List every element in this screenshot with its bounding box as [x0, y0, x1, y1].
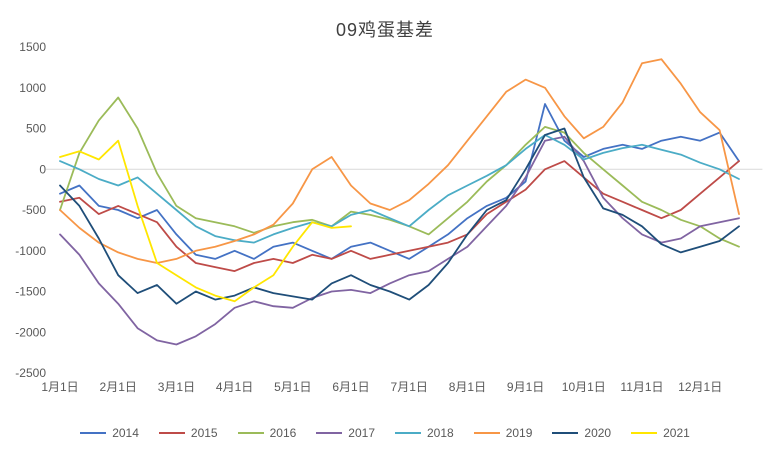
legend-label: 2015 [190, 426, 218, 440]
legend: 2014 2015 2016 2017 2018 2019 2020 2021 [0, 426, 770, 440]
y-tick-label: 500 [26, 122, 46, 136]
y-tick-label: -2000 [15, 325, 46, 339]
y-tick-label: -500 [22, 203, 46, 217]
legend-line-swatch [473, 432, 500, 434]
series-line-2018 [59, 134, 740, 244]
legend-item-2018: 2018 [395, 426, 454, 440]
y-tick-label: 0 [39, 162, 46, 176]
series-line-2021 [59, 139, 352, 303]
y-tick-label: -1000 [15, 244, 46, 258]
legend-line-swatch [395, 432, 421, 434]
x-tick-label: 9月1日 [507, 380, 544, 394]
legend-label: 2020 [584, 426, 612, 440]
y-tick-label: -2500 [15, 366, 46, 380]
legend-item-2019: 2019 [473, 426, 533, 440]
legend-line-swatch [158, 432, 185, 434]
x-tick-label: 8月1日 [449, 380, 486, 394]
x-tick-label: 7月1日 [391, 380, 428, 394]
series-line-2015 [59, 160, 740, 273]
x-tick-label: 1月1日 [41, 380, 78, 394]
chart-title: 09鸡蛋基差 [335, 20, 435, 40]
legend-item-2021: 2021 [631, 426, 690, 440]
legend-label: 2014 [112, 426, 139, 440]
series-line-2017 [59, 135, 740, 346]
series-line-2019 [59, 58, 740, 264]
legend-line-swatch [80, 432, 107, 434]
x-tick-label: 6月1日 [332, 380, 369, 394]
series-line-2020 [59, 127, 740, 305]
y-tick-label: -1500 [15, 285, 46, 299]
y-tick-label: 1500 [19, 40, 46, 54]
legend-label: 2017 [348, 426, 375, 440]
legend-item-2014: 2014 [80, 426, 139, 440]
legend-line-swatch [552, 432, 579, 434]
y-tick-label: 1000 [19, 81, 46, 95]
legend-item-2020: 2020 [552, 426, 611, 440]
x-tick-label: 4月1日 [216, 380, 253, 394]
series-line-2014 [59, 103, 740, 260]
legend-line-swatch [316, 432, 343, 434]
x-tick-label: 10月1日 [562, 380, 606, 394]
x-tick-label: 5月1日 [274, 380, 311, 394]
legend-label: 2016 [269, 426, 297, 440]
x-tick-label: 11月1日 [620, 380, 663, 394]
legend-item-2015: 2015 [158, 426, 218, 440]
legend-line-swatch [631, 432, 658, 434]
legend-item-2017: 2017 [316, 426, 375, 440]
x-tick-label: 2月1日 [100, 380, 137, 394]
legend-label: 2021 [663, 426, 690, 440]
x-tick-label: 12月1日 [678, 380, 722, 394]
legend-label: 2018 [427, 426, 454, 440]
x-tick-label: 3月1日 [158, 380, 195, 394]
legend-line-swatch [237, 432, 264, 434]
legend-label: 2019 [505, 426, 533, 440]
legend-item-2016: 2016 [237, 426, 297, 440]
